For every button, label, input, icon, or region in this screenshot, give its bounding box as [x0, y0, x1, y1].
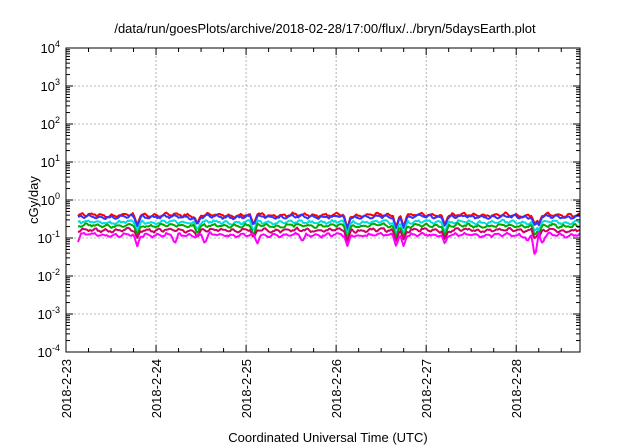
- y-tick-label: 101: [41, 153, 60, 170]
- x-tick-label: 2018-2-28: [509, 359, 524, 418]
- y-tick-label: 104: [41, 39, 60, 56]
- y-axis-label: cGy/day: [26, 176, 41, 224]
- y-tick-label: 100: [41, 191, 60, 208]
- x-tick-label: 2018-2-27: [419, 359, 434, 418]
- x-tick-label: 2018-2-26: [329, 359, 344, 418]
- series-line-4: [77, 222, 581, 241]
- series-line-5: [77, 226, 581, 243]
- y-tick-label: 10-1: [38, 229, 60, 246]
- x-tick-label: 2018-2-24: [149, 359, 164, 418]
- x-tick-label: 2018-2-25: [239, 359, 254, 418]
- chart-title: /data/run/goesPlots/archive/2018-02-28/1…: [114, 21, 536, 36]
- y-tick-label: 10-4: [38, 343, 60, 360]
- series-line-6: [77, 231, 581, 255]
- x-tick-label: 2018-2-23: [59, 359, 74, 418]
- series-line-2: [77, 213, 581, 231]
- y-tick-label: 102: [41, 115, 60, 132]
- y-tick-label: 103: [41, 77, 60, 94]
- plot-series: [77, 211, 581, 255]
- x-tick-labels: 2018-2-23 2018-2-24 2018-2-25 2018-2-26 2018…: [59, 48, 562, 418]
- x-axis-label: Coordinated Universal Time (UTC): [228, 430, 427, 445]
- y-tick-labels: 104 103 102 101 100 10-1 10-2 10-3 10-4: [38, 39, 580, 360]
- y-tick-label: 10-2: [38, 267, 60, 284]
- series-line-3: [77, 218, 581, 236]
- y-tick-label: 10-3: [38, 305, 60, 322]
- grid: [65, 48, 580, 352]
